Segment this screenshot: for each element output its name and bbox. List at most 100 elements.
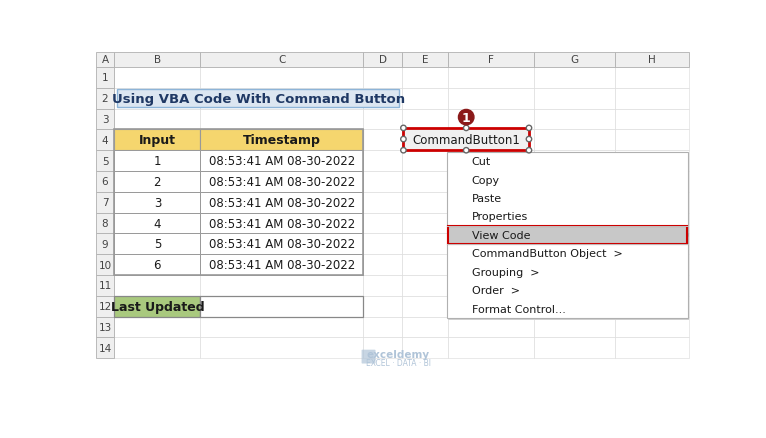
Bar bbox=[615, 88, 689, 110]
Bar bbox=[363, 130, 402, 151]
Bar bbox=[96, 276, 114, 296]
Text: 12: 12 bbox=[98, 301, 112, 311]
Bar bbox=[615, 276, 689, 296]
Bar bbox=[402, 88, 448, 110]
Bar bbox=[201, 172, 363, 192]
Bar bbox=[404, 129, 529, 151]
Bar bbox=[448, 151, 534, 172]
Bar bbox=[114, 68, 201, 88]
Text: 9: 9 bbox=[102, 239, 108, 249]
Bar bbox=[534, 254, 615, 276]
Bar bbox=[402, 234, 448, 254]
Bar bbox=[201, 151, 363, 172]
Bar bbox=[402, 213, 448, 234]
Bar bbox=[114, 296, 201, 317]
Bar bbox=[448, 53, 534, 68]
Bar bbox=[534, 213, 615, 234]
Bar bbox=[448, 317, 534, 338]
Circle shape bbox=[689, 228, 705, 243]
Text: CommandButton1: CommandButton1 bbox=[412, 133, 520, 146]
Text: 1: 1 bbox=[462, 111, 470, 124]
Bar bbox=[114, 276, 201, 296]
Bar bbox=[448, 234, 534, 254]
Text: 08:53:41 AM 08-30-2022: 08:53:41 AM 08-30-2022 bbox=[208, 176, 355, 188]
Bar bbox=[448, 276, 534, 296]
Text: Timestamp: Timestamp bbox=[243, 134, 321, 147]
Bar bbox=[114, 338, 201, 358]
Text: 08:53:41 AM 08-30-2022: 08:53:41 AM 08-30-2022 bbox=[208, 217, 355, 230]
Bar bbox=[114, 53, 201, 68]
Bar bbox=[615, 110, 689, 130]
Bar bbox=[363, 338, 402, 358]
Bar bbox=[96, 151, 114, 172]
Bar bbox=[363, 234, 402, 254]
Text: Properties: Properties bbox=[472, 212, 528, 222]
Bar bbox=[402, 254, 448, 276]
Bar bbox=[448, 154, 689, 320]
Bar bbox=[534, 192, 615, 213]
Text: F: F bbox=[488, 55, 494, 65]
Bar bbox=[114, 234, 201, 254]
Text: 6: 6 bbox=[102, 177, 108, 187]
Bar bbox=[448, 213, 534, 234]
Bar bbox=[96, 130, 114, 151]
Bar bbox=[201, 130, 363, 151]
Text: 1: 1 bbox=[154, 155, 161, 168]
Bar bbox=[615, 234, 689, 254]
Text: Last Updated: Last Updated bbox=[110, 300, 205, 313]
Text: Order  >: Order > bbox=[472, 286, 519, 296]
Bar bbox=[96, 172, 114, 192]
Bar bbox=[534, 53, 615, 68]
Bar bbox=[363, 213, 402, 234]
Text: 4: 4 bbox=[102, 135, 108, 145]
Bar bbox=[201, 234, 363, 254]
Bar bbox=[534, 130, 615, 151]
Text: CommandButton Object  >: CommandButton Object > bbox=[472, 249, 622, 259]
Bar bbox=[96, 192, 114, 213]
Bar bbox=[114, 192, 201, 213]
Circle shape bbox=[463, 148, 469, 154]
Bar bbox=[201, 254, 363, 276]
Bar bbox=[448, 88, 534, 110]
Bar bbox=[448, 338, 534, 358]
Bar bbox=[447, 152, 688, 318]
Text: E: E bbox=[422, 55, 428, 65]
Bar bbox=[201, 317, 363, 338]
Circle shape bbox=[401, 126, 406, 131]
Bar bbox=[201, 53, 363, 68]
Bar bbox=[201, 296, 363, 317]
Bar bbox=[448, 68, 534, 88]
Bar bbox=[402, 110, 448, 130]
Text: 14: 14 bbox=[98, 343, 112, 353]
Bar bbox=[615, 254, 689, 276]
Bar bbox=[448, 296, 534, 317]
Bar bbox=[96, 213, 114, 234]
Bar bbox=[201, 234, 363, 254]
Bar bbox=[201, 110, 363, 130]
Bar bbox=[114, 110, 201, 130]
Bar bbox=[201, 338, 363, 358]
Text: 11: 11 bbox=[98, 281, 112, 291]
Bar bbox=[201, 254, 363, 276]
Bar bbox=[448, 172, 534, 192]
Bar bbox=[448, 254, 534, 276]
Text: 2: 2 bbox=[102, 94, 108, 104]
Bar bbox=[96, 234, 114, 254]
Bar bbox=[114, 130, 201, 151]
FancyBboxPatch shape bbox=[362, 350, 375, 364]
Bar bbox=[615, 53, 689, 68]
Bar bbox=[114, 172, 201, 192]
Text: 5: 5 bbox=[102, 156, 108, 166]
Bar bbox=[534, 338, 615, 358]
Bar bbox=[363, 151, 402, 172]
Bar bbox=[448, 130, 534, 151]
Bar bbox=[363, 68, 402, 88]
Bar bbox=[201, 68, 363, 88]
Text: 08:53:41 AM 08-30-2022: 08:53:41 AM 08-30-2022 bbox=[208, 155, 355, 168]
Bar bbox=[114, 296, 201, 317]
Bar bbox=[114, 130, 201, 151]
Bar bbox=[114, 192, 201, 213]
Bar bbox=[114, 151, 201, 172]
Bar bbox=[96, 338, 114, 358]
Bar bbox=[402, 192, 448, 213]
